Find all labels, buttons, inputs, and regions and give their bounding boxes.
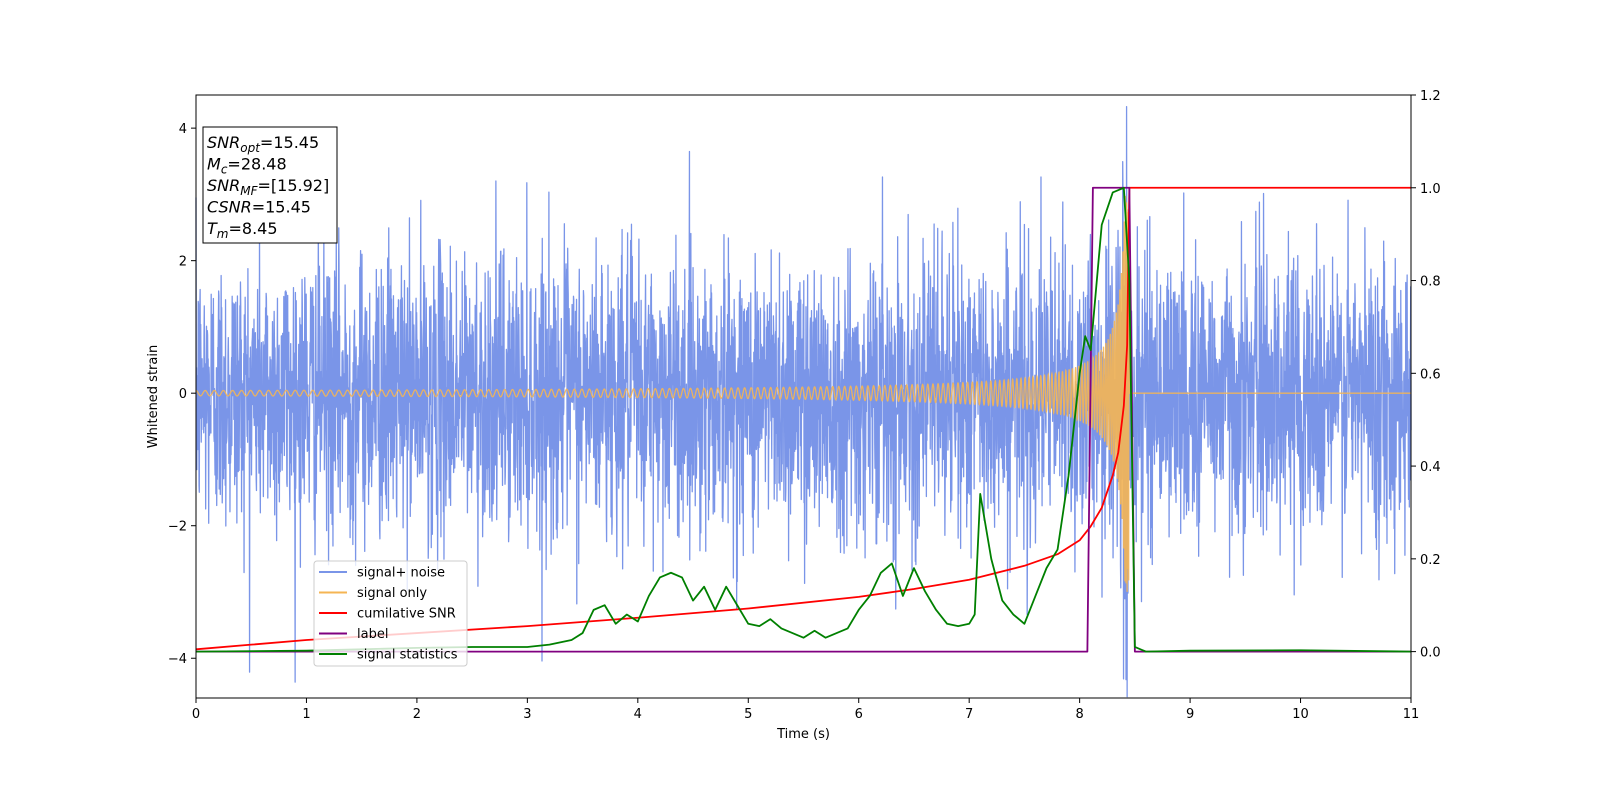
x-tick-label: 3: [523, 707, 531, 722]
y-tick-label: 4: [179, 122, 187, 137]
x-tick-label: 4: [634, 707, 642, 722]
x-tick-label: 11: [1403, 707, 1420, 722]
x-tick-label: 6: [855, 707, 863, 722]
y-right-tick-label: 0.0: [1420, 646, 1441, 661]
annotation-frame: [202, 126, 338, 244]
y-right-tick-label: 0.6: [1420, 367, 1441, 382]
x-axis-label: Time (s): [776, 727, 830, 742]
y-tick-label: 2: [179, 255, 187, 270]
y-axis-label: Whitened strain: [146, 345, 161, 448]
legend-frame: [313, 560, 468, 667]
legend-entry: cumilative SNR: [357, 607, 456, 622]
legend-entry: signal statistics: [357, 648, 458, 663]
legend: signal+ noise signal only cumilative SNR la…: [313, 560, 468, 667]
y-right-tick-label: 1.0: [1420, 182, 1441, 197]
y-tick-label: −4: [168, 652, 187, 667]
annotation-box: SNRopt=15.45Mc=28.48SNRMF=[15.92]CSNR=15…: [202, 126, 338, 244]
y-right-tick-label: 0.8: [1420, 275, 1441, 290]
y-tick-label: 0: [179, 387, 187, 402]
y-right-tick-label: 0.2: [1420, 553, 1441, 568]
x-tick-label: 1: [302, 707, 310, 722]
x-tick-label: 9: [1186, 707, 1194, 722]
x-tick-label: 7: [965, 707, 973, 722]
axis-ticks: 0 1 2 3 4 5 6 7 8 9 10 11 −4 −2 0 2 4 0.0 0.2 0.4 0.6 0.8 1.0 1…: [168, 89, 1441, 722]
annotation-line: Mc=28.48: [207, 155, 287, 177]
y-tick-label: −2: [168, 520, 187, 535]
y-right-tick-label: 0.4: [1420, 460, 1441, 475]
plot-frame: [195, 94, 1412, 699]
x-tick-label: 5: [744, 707, 752, 722]
signal-only-line: [195, 195, 1411, 592]
series-signal-statistics: [195, 186, 1412, 653]
annotation-line: SNRopt=15.45: [207, 133, 319, 155]
annotation-line: Tm=8.45: [207, 219, 278, 241]
y-right-tick-label: 1.2: [1420, 89, 1441, 104]
legend-entry: label: [357, 627, 388, 642]
annotation-line: SNRMF=[15.92]: [207, 176, 329, 198]
x-tick-label: 8: [1075, 707, 1083, 722]
legend-entry: signal only: [357, 586, 427, 601]
legend-entry: signal+ noise: [357, 566, 445, 581]
x-tick-label: 0: [192, 707, 200, 722]
annotation-line: CSNR=15.45: [207, 198, 311, 217]
series-signal-only: [195, 195, 1411, 592]
x-tick-label: 2: [413, 707, 421, 722]
x-tick-label: 10: [1292, 707, 1309, 722]
